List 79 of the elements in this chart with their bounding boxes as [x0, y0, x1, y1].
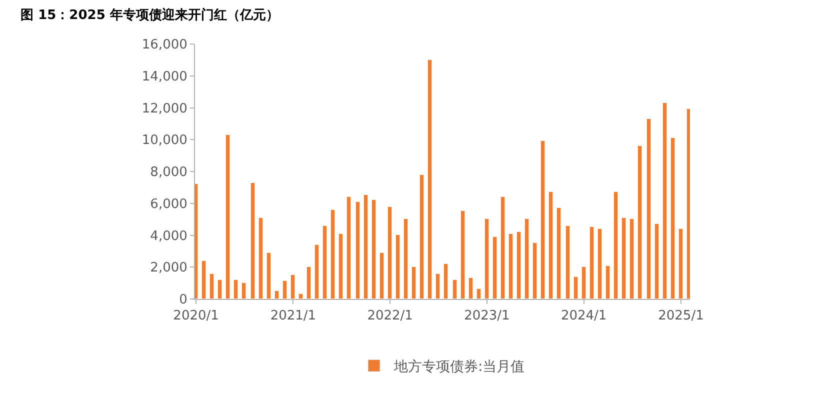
x-tick-label: 2021/1	[270, 308, 316, 324]
bar	[484, 218, 489, 299]
bar	[330, 210, 335, 299]
bar	[234, 280, 238, 299]
bar	[420, 174, 424, 299]
bar	[556, 208, 561, 299]
bar	[532, 242, 537, 299]
bar	[218, 280, 222, 299]
bar	[678, 228, 683, 299]
y-tick-label: 10,000	[142, 133, 188, 148]
bar	[250, 182, 255, 299]
bar	[492, 236, 497, 299]
bar	[614, 192, 618, 299]
y-tick-label: 4,000	[150, 228, 188, 244]
bar	[654, 224, 659, 299]
bar	[242, 282, 246, 299]
bar	[540, 140, 545, 299]
bar	[524, 218, 529, 299]
bar	[460, 210, 465, 299]
bar	[210, 274, 214, 299]
y-tick-label: 0	[179, 292, 188, 308]
bar	[274, 290, 279, 299]
bar	[476, 288, 481, 299]
bar	[346, 196, 351, 299]
bar	[428, 60, 432, 299]
x-tick-label: 2025/1	[658, 308, 704, 324]
y-tick-label: 8,000	[150, 165, 188, 180]
x-tick-label: 2020/1	[173, 308, 219, 324]
bar	[388, 206, 392, 299]
bar	[298, 294, 303, 299]
bar	[468, 278, 473, 299]
bar	[598, 228, 602, 299]
bar	[314, 244, 319, 299]
bar	[202, 260, 206, 299]
bar	[452, 280, 457, 299]
bar	[548, 192, 553, 299]
bar	[638, 146, 642, 299]
y-tick-label: 14,000	[142, 69, 188, 84]
bar	[322, 226, 327, 299]
legend-label: 地方专项债券:当月值	[393, 359, 525, 376]
chart-title: 图 15：2025 年专项债迎来开门红（亿元）	[20, 6, 279, 23]
x-tick-label: 2022/1	[367, 308, 413, 324]
bar	[306, 266, 311, 299]
bar	[226, 134, 230, 299]
bar	[670, 138, 675, 299]
y-tick-label: 2,000	[150, 260, 188, 276]
bar	[258, 218, 263, 299]
bar	[662, 102, 667, 299]
bar	[686, 108, 690, 299]
bar	[356, 202, 360, 299]
y-tick-label: 12,000	[142, 101, 188, 116]
bar	[574, 276, 578, 299]
x-tick-label: 2023/1	[464, 308, 510, 324]
bar	[266, 252, 271, 299]
x-tick-label: 2024/1	[560, 308, 607, 324]
bar	[282, 280, 287, 299]
bar	[412, 266, 416, 299]
bar	[338, 234, 343, 299]
bar	[606, 266, 610, 299]
bar	[566, 226, 570, 299]
bar	[364, 194, 368, 299]
bar	[404, 218, 408, 299]
bar	[372, 200, 376, 299]
bar	[195, 184, 198, 299]
bar	[436, 274, 440, 299]
bar	[380, 252, 384, 299]
bar	[646, 118, 651, 299]
bar	[622, 218, 626, 299]
y-tick-label: 16,000	[142, 38, 188, 53]
bar	[630, 218, 634, 299]
bar	[590, 226, 594, 299]
bar	[500, 196, 505, 299]
bar	[444, 264, 448, 299]
y-tick-label: 6,000	[150, 196, 188, 212]
bar	[396, 234, 400, 299]
bar	[582, 266, 586, 299]
bar	[290, 274, 295, 299]
bar	[508, 234, 513, 299]
bar	[516, 232, 521, 299]
